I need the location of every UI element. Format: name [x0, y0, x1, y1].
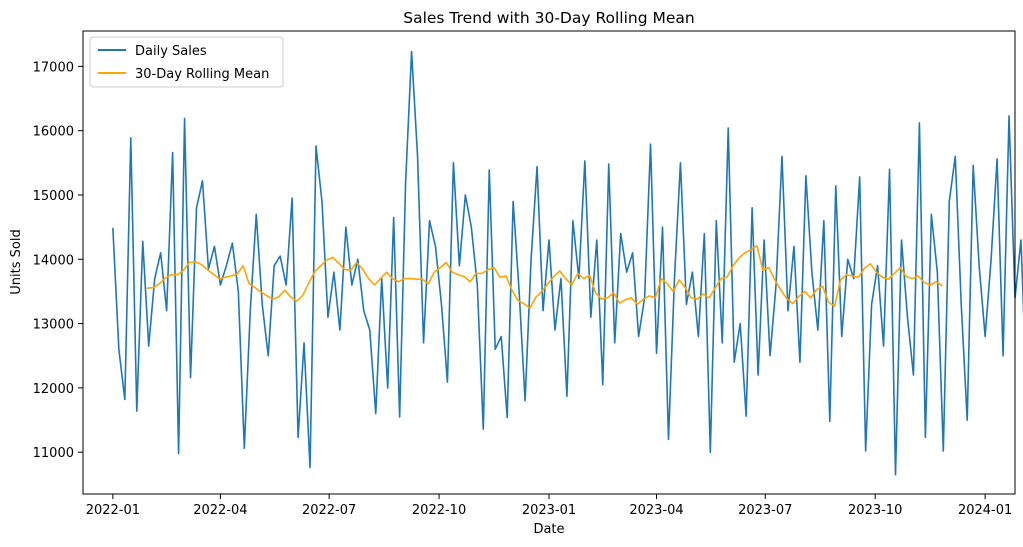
x-tick-label: 2024-01	[958, 503, 1012, 518]
legend-label-daily-sales: Daily Sales	[135, 44, 207, 59]
legend: Daily Sales 30-Day Rolling Mean	[89, 36, 284, 88]
x-tick-label: 2022-01	[86, 503, 140, 518]
y-tick-label: 14000	[33, 253, 74, 268]
y-tick-label: 12000	[33, 382, 74, 397]
y-axis-title: Units Sold	[9, 229, 24, 294]
series-line-daily-sales	[112, 50, 1023, 476]
x-tick-label: 2023-04	[629, 503, 683, 518]
y-tick-label: 17000	[33, 60, 74, 75]
y-tick-label: 13000	[33, 318, 74, 333]
x-tick-label: 2022-10	[412, 503, 466, 518]
chart-title: Sales Trend with 30-Day Rolling Mean	[403, 9, 695, 27]
x-axis: 2022-01 2022-04 2022-07 2022-10 2023-01 2023-…	[86, 494, 1012, 518]
x-axis-title: Date	[533, 522, 564, 537]
x-tick-label: 2023-07	[738, 503, 792, 518]
y-tick-label: 16000	[33, 125, 74, 140]
series-layer	[112, 50, 1023, 476]
y-tick-label: 15000	[33, 189, 74, 204]
x-tick-label: 2022-04	[193, 503, 247, 518]
series-line-30-day-rolling-mean	[146, 244, 943, 309]
x-tick-label: 2023-01	[522, 503, 576, 518]
x-tick-label: 2022-07	[302, 503, 356, 518]
legend-box	[89, 36, 284, 88]
x-tick-label: 2023-10	[848, 503, 902, 518]
legend-label-rolling-mean: 30-Day Rolling Mean	[135, 67, 269, 82]
y-axis: 11000 12000 13000 14000 15000 16000 17000	[33, 60, 83, 461]
y-tick-label: 11000	[33, 446, 74, 461]
